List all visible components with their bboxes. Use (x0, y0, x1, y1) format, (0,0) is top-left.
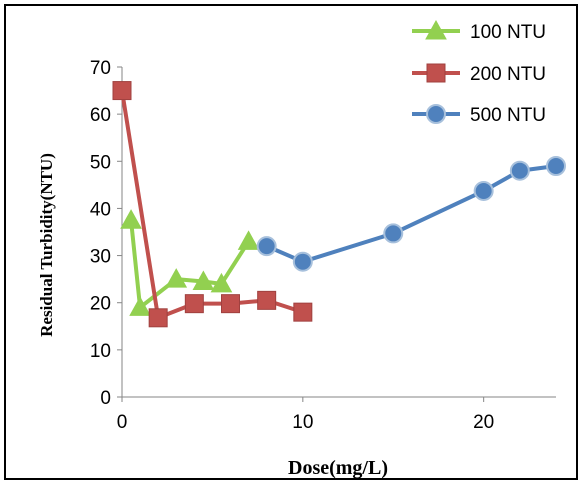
y-tick-label: 40 (90, 199, 111, 220)
data-point (473, 180, 494, 201)
series-200-ntu (112, 81, 313, 328)
y-tick-label: 10 (90, 341, 111, 362)
data-point (237, 230, 260, 250)
x-tick-labels: 0 10 20 (117, 412, 495, 433)
y-tick-labels: 0 10 20 30 40 50 60 70 (90, 58, 111, 409)
x-tick-label: 0 (117, 412, 128, 433)
data-point (129, 296, 151, 316)
data-point (148, 308, 168, 328)
series-500-ntu (256, 156, 566, 272)
data-point (210, 272, 233, 293)
legend-label: 100 NTU (470, 22, 546, 43)
data-point (546, 156, 566, 176)
data-point (383, 223, 404, 244)
data-point (184, 294, 204, 314)
data-point (221, 294, 240, 314)
x-tick-label: 10 (292, 412, 313, 433)
legend-label: 200 NTU (470, 64, 546, 85)
data-point (112, 81, 132, 101)
series-100-ntu (120, 209, 260, 316)
legend-marker (426, 104, 446, 124)
x-axis-title: Dose(mg/L) (288, 457, 388, 479)
y-tick-label: 30 (90, 247, 111, 268)
data-point (120, 209, 142, 229)
y-axis-title: Residual Turbidity(NTU) (37, 153, 56, 337)
y-tick-label: 20 (90, 294, 111, 315)
legend-entry: 200 NTU (412, 63, 546, 85)
x-tick-label: 20 (473, 412, 494, 433)
data-point (293, 302, 313, 322)
data-point (509, 160, 530, 181)
legend-entry: 500 NTU (412, 104, 546, 126)
data-point (192, 270, 215, 290)
data-point (292, 251, 313, 272)
legend-marker (425, 19, 447, 40)
y-tick-label: 70 (90, 58, 111, 79)
series-line (129, 220, 251, 310)
y-tick-label: 50 (90, 152, 111, 173)
data-point (257, 290, 277, 310)
series-line (265, 164, 557, 264)
y-tick-label: 0 (100, 388, 111, 409)
data-point (256, 236, 277, 257)
y-tick-label: 60 (90, 105, 111, 126)
legend-label: 500 NTU (470, 105, 546, 126)
legend: 100 NTU 200 NTU 500 NTU (412, 19, 546, 126)
series-layer (112, 81, 566, 328)
legend-marker (426, 63, 446, 83)
legend-entry: 100 NTU (412, 19, 546, 43)
data-point (165, 268, 188, 288)
chart-frame (4, 4, 578, 480)
axes (117, 66, 556, 402)
